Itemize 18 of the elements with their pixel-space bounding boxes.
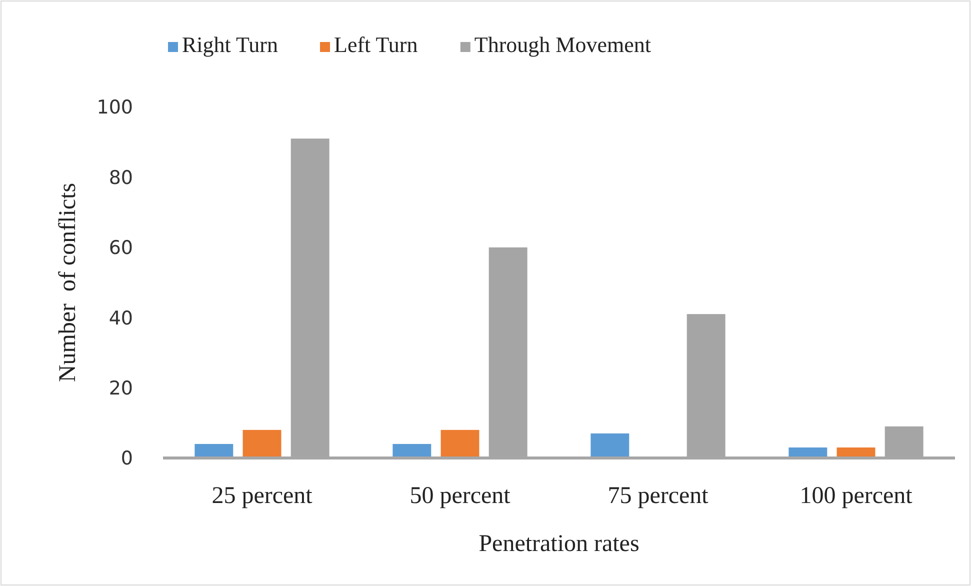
legend-label: Right Turn bbox=[182, 32, 278, 57]
bar bbox=[440, 430, 480, 458]
x-tick-label: 25 percent bbox=[212, 483, 313, 509]
y-tick-label: 40 bbox=[108, 307, 133, 330]
x-tick-label: 50 percent bbox=[410, 483, 511, 509]
bar bbox=[242, 430, 282, 458]
y-tick-label: 100 bbox=[96, 96, 133, 119]
legend-label: Through Movement bbox=[474, 32, 651, 57]
bar bbox=[590, 433, 630, 458]
y-tick-label: 60 bbox=[108, 237, 133, 260]
legend-label: Left Turn bbox=[334, 32, 418, 57]
y-axis-title: Number of conflicts bbox=[55, 182, 81, 382]
x-axis-title: Penetration rates bbox=[478, 531, 640, 557]
y-tick-label: 80 bbox=[108, 166, 133, 189]
y-tick-label: 0 bbox=[120, 448, 133, 470]
x-tick-label: 100 percent bbox=[800, 483, 913, 509]
y-tick-label: 20 bbox=[108, 377, 133, 400]
x-tick-label: 75 percent bbox=[608, 483, 709, 509]
